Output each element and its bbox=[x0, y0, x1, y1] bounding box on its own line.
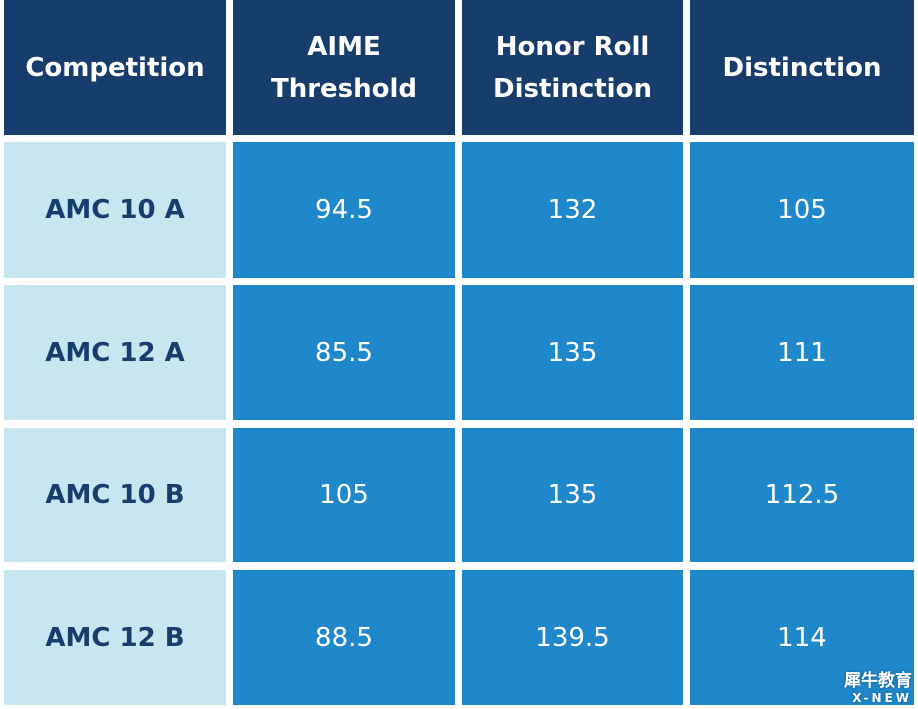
data-cell-text: 94.5 bbox=[315, 195, 373, 225]
data-cell: 94.5 bbox=[233, 142, 455, 278]
data-cell: 111 bbox=[690, 285, 914, 420]
header-cell: AIME Threshold bbox=[233, 0, 455, 135]
data-cell: 135 bbox=[462, 285, 683, 420]
header-cell: Honor Roll Distinction bbox=[462, 0, 683, 135]
data-cell: 135 bbox=[462, 428, 683, 562]
row-label: AMC 12 A bbox=[4, 285, 226, 420]
header-cell-text: Distinction bbox=[722, 52, 882, 83]
row-label-text: AMC 10 B bbox=[45, 480, 185, 510]
data-cell-text: 88.5 bbox=[315, 622, 373, 653]
header-cell-text: AIME Threshold bbox=[270, 31, 418, 104]
header-cell: Competition bbox=[4, 0, 226, 135]
data-cell-text: 111 bbox=[777, 337, 827, 368]
data-cell-text: 135 bbox=[547, 337, 598, 368]
data-cell: 139.5 bbox=[462, 570, 683, 705]
watermark: 犀牛教育 X-NEW bbox=[844, 666, 912, 705]
data-cell: 105 bbox=[233, 428, 455, 562]
data-cell-text: 135 bbox=[547, 480, 598, 510]
data-cell: 105 bbox=[690, 142, 914, 278]
header-cell-text: Competition bbox=[25, 52, 205, 83]
data-cell-text: 112.5 bbox=[764, 480, 840, 510]
data-cell-text: 85.5 bbox=[315, 337, 373, 368]
header-cell-text: Honor Roll Distinction bbox=[493, 31, 652, 104]
row-label-text: AMC 10 A bbox=[45, 195, 185, 225]
data-cell: 85.5 bbox=[233, 285, 455, 420]
data-cell-text: 114 bbox=[777, 622, 827, 653]
row-label-text: AMC 12 A bbox=[45, 337, 185, 368]
data-cell-text: 105 bbox=[777, 195, 827, 225]
data-cell-text: 139.5 bbox=[535, 622, 610, 653]
row-label-text: AMC 12 B bbox=[45, 622, 185, 653]
row-label: AMC 10 A bbox=[4, 142, 226, 278]
header-cell: Distinction bbox=[690, 0, 914, 135]
data-cell: 114 bbox=[690, 570, 914, 705]
watermark-sub: X-NEW bbox=[852, 691, 912, 705]
data-cell: 132 bbox=[462, 142, 683, 278]
data-cell: 112.5 bbox=[690, 428, 914, 562]
row-label: AMC 10 B bbox=[4, 428, 226, 562]
data-cell: 88.5 bbox=[233, 570, 455, 705]
row-label: AMC 12 B bbox=[4, 570, 226, 705]
data-cell-text: 105 bbox=[319, 480, 369, 510]
watermark-brand: 犀牛教育 bbox=[844, 671, 912, 691]
data-cell-text: 132 bbox=[547, 195, 598, 225]
